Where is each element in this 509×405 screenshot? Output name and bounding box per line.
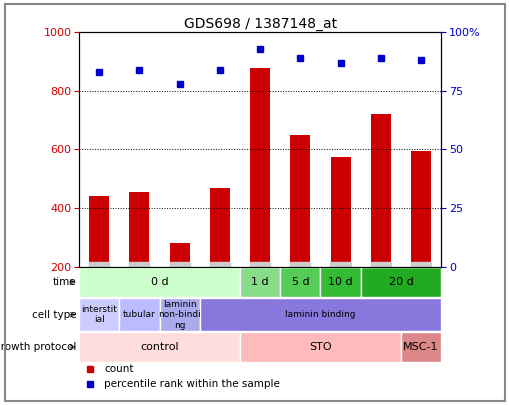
Text: laminin binding: laminin binding — [285, 310, 355, 319]
Text: STO: STO — [308, 342, 331, 352]
Text: tubular: tubular — [123, 310, 155, 319]
Bar — [279, 267, 320, 297]
Text: MSC-1: MSC-1 — [403, 342, 438, 352]
Bar — [410, 151, 430, 266]
Bar — [320, 267, 360, 297]
Text: count: count — [104, 364, 134, 374]
Bar — [290, 135, 310, 266]
Bar — [89, 196, 109, 266]
Text: interstit
ial: interstit ial — [81, 305, 117, 324]
Bar — [79, 267, 240, 297]
Bar — [79, 298, 119, 331]
Bar — [209, 188, 230, 266]
Text: control: control — [140, 342, 179, 352]
Bar — [200, 298, 440, 331]
Text: 1 d: 1 d — [251, 277, 268, 287]
Text: growth protocol: growth protocol — [0, 342, 76, 352]
Text: 0 d: 0 d — [150, 277, 168, 287]
Bar — [240, 267, 279, 297]
Bar — [79, 332, 240, 362]
Bar — [370, 114, 390, 266]
Title: GDS698 / 1387148_at: GDS698 / 1387148_at — [183, 17, 336, 31]
Bar — [249, 68, 270, 266]
Bar — [129, 192, 149, 266]
Text: cell type: cell type — [32, 310, 76, 320]
Text: 20 d: 20 d — [388, 277, 412, 287]
Text: 10 d: 10 d — [328, 277, 352, 287]
Bar — [330, 157, 350, 266]
Bar — [400, 332, 440, 362]
Text: laminin
non-bindi
ng: laminin non-bindi ng — [158, 300, 201, 330]
Bar — [119, 298, 159, 331]
Bar — [159, 298, 200, 331]
Bar — [360, 267, 440, 297]
Text: percentile rank within the sample: percentile rank within the sample — [104, 379, 280, 388]
Bar — [240, 332, 400, 362]
Text: 5 d: 5 d — [291, 277, 308, 287]
Bar — [169, 243, 189, 266]
Text: time: time — [53, 277, 76, 287]
